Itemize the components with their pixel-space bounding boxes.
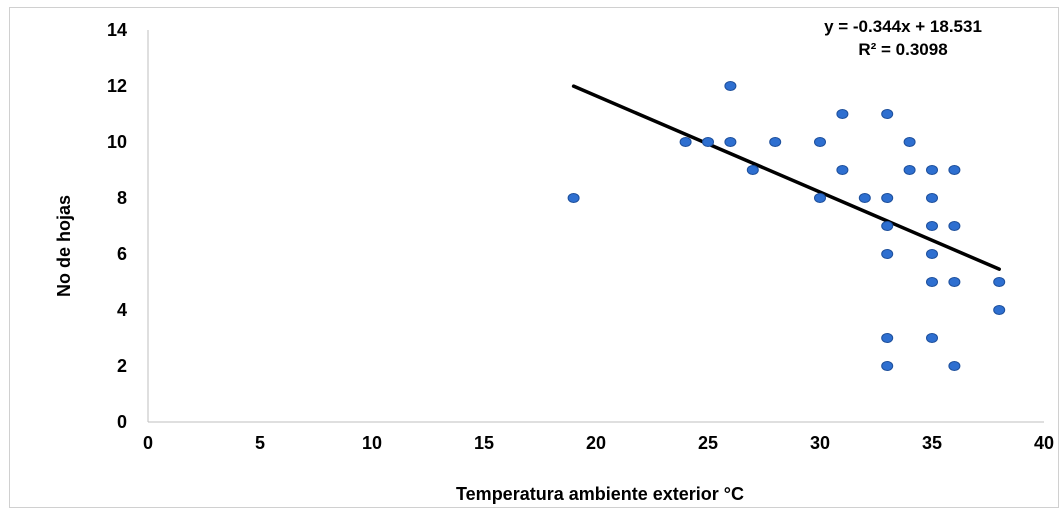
y-axis-title: No de hojas	[54, 195, 74, 297]
x-tick-label: 10	[362, 433, 382, 453]
x-axis-title: Temperatura ambiente exterior °C	[456, 484, 744, 504]
x-tick-label: 5	[255, 433, 265, 453]
data-point	[993, 305, 1006, 315]
data-point	[903, 137, 916, 147]
trendline-equation: y = -0.344x + 18.531	[824, 17, 982, 36]
data-point	[814, 193, 826, 203]
y-tick-label: 14	[107, 20, 127, 40]
data-point	[926, 333, 938, 343]
data-point	[993, 277, 1006, 287]
data-point	[881, 249, 894, 259]
y-tick-label: 0	[117, 412, 127, 432]
data-point	[926, 249, 938, 259]
axes	[147, 30, 1044, 423]
data-points	[567, 81, 1006, 371]
x-tick-label: 40	[1034, 433, 1054, 453]
x-tick-labels: 0 5 10 15 20 25 30 35 40	[143, 433, 1054, 453]
trendline-group	[571, 84, 1001, 271]
data-point	[679, 137, 692, 147]
y-tick-label: 10	[107, 132, 127, 152]
data-point	[881, 109, 894, 119]
data-point	[926, 277, 938, 287]
data-point	[881, 361, 894, 371]
data-point	[746, 165, 759, 175]
data-point	[926, 193, 938, 203]
y-tick-label: 8	[117, 188, 127, 208]
y-tick-label: 6	[117, 244, 127, 264]
y-tick-label: 4	[117, 300, 127, 320]
data-point	[567, 193, 580, 203]
data-point	[724, 81, 737, 91]
y-tick-label: 12	[107, 76, 127, 96]
data-point	[948, 361, 961, 371]
data-point	[881, 221, 894, 231]
data-point	[814, 137, 826, 147]
y-tick-label: 2	[117, 356, 127, 376]
data-point	[926, 221, 938, 231]
x-tick-label: 0	[143, 433, 153, 453]
x-tick-label: 35	[922, 433, 942, 453]
data-point	[881, 193, 894, 203]
data-point	[948, 165, 961, 175]
data-point	[926, 165, 938, 175]
data-point	[769, 137, 782, 147]
data-point	[948, 221, 961, 231]
data-point	[858, 193, 871, 203]
data-point	[724, 137, 737, 147]
data-point	[948, 277, 961, 287]
data-point	[836, 109, 849, 119]
x-tick-label: 15	[474, 433, 494, 453]
trendline	[571, 84, 1001, 271]
x-tick-label: 25	[698, 433, 718, 453]
x-tick-label: 30	[810, 433, 830, 453]
x-tick-label: 20	[586, 433, 606, 453]
data-point	[836, 165, 849, 175]
trendline-r-squared: R² = 0.3098	[858, 40, 947, 59]
y-tick-labels: 0 2 4 6 8 10 12 14	[107, 20, 127, 432]
data-point	[903, 165, 916, 175]
data-point	[881, 333, 894, 343]
data-point	[702, 137, 714, 147]
